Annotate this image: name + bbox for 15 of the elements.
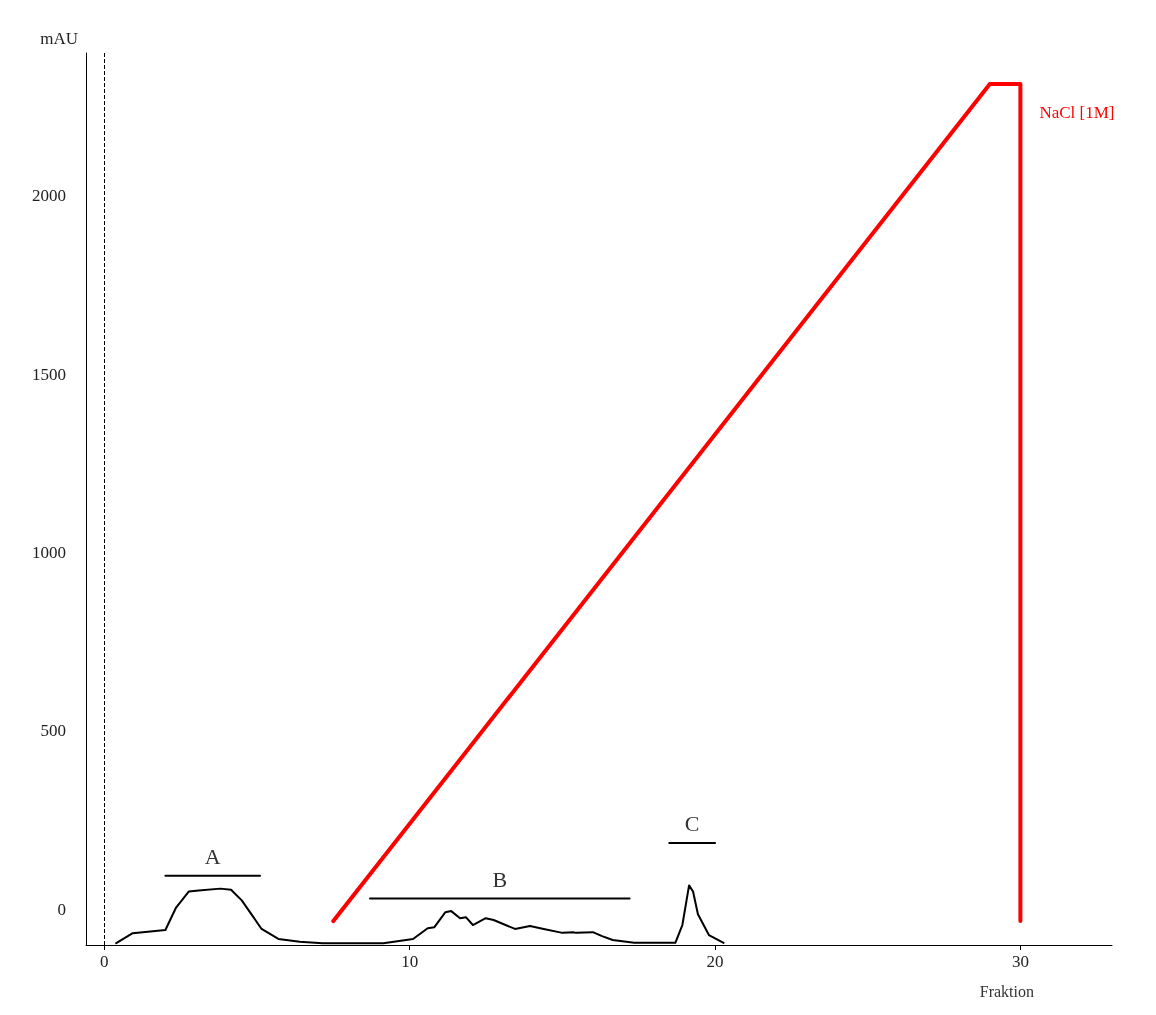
series-label: A xyxy=(204,844,221,870)
y-tick-label: 1500 xyxy=(32,364,66,384)
series-label: NaCl [1M] xyxy=(1039,102,1115,122)
series-label: C xyxy=(684,811,700,837)
y-tick-label: 500 xyxy=(40,721,66,741)
x-tick-label: 0 xyxy=(100,952,109,971)
x-tick-label: 20 xyxy=(706,952,724,971)
y-tick-label: 2000 xyxy=(32,186,66,206)
y-tick-label: 0 xyxy=(57,899,66,919)
x-tick-label: 30 xyxy=(1011,952,1029,971)
series-label: B xyxy=(492,867,508,893)
y-axis-title: mAU xyxy=(40,29,78,48)
x-axis-title: Fraktion xyxy=(979,982,1034,1000)
y-tick-label: 1000 xyxy=(32,543,66,563)
x-tick-label: 10 xyxy=(401,952,419,971)
